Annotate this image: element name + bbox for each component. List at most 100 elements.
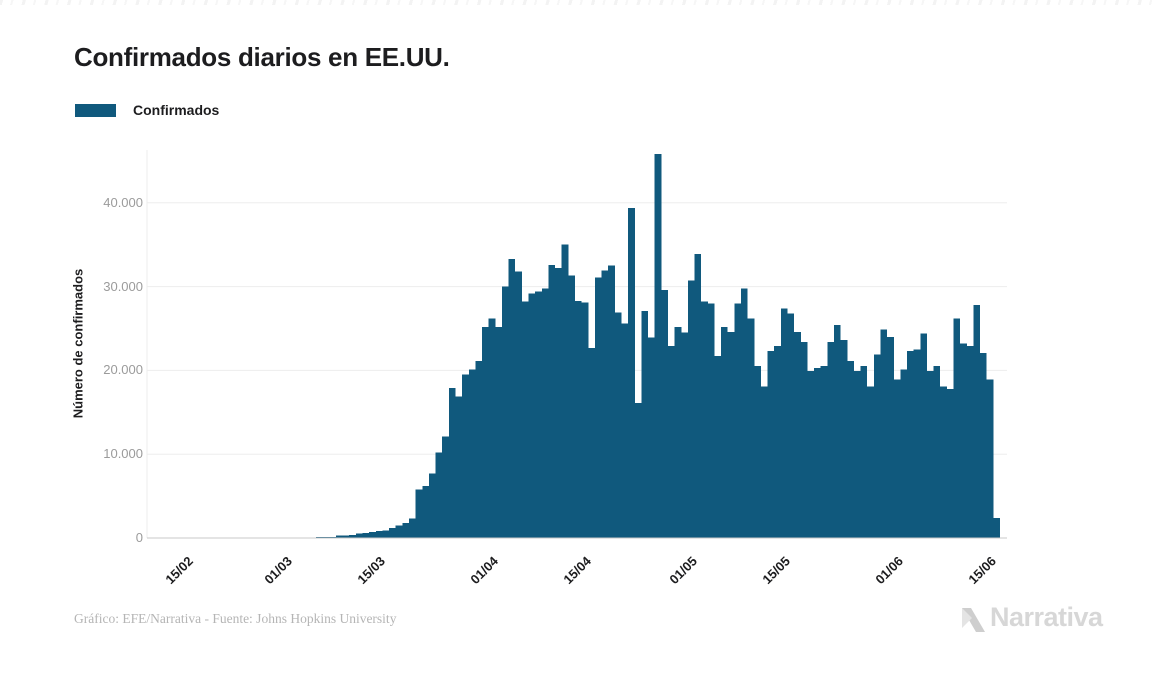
bar: [422, 486, 429, 538]
bar: [681, 332, 688, 538]
bar: [375, 531, 383, 538]
bar: [960, 343, 967, 538]
top-edge-artifact: [0, 0, 1157, 5]
bar: [873, 354, 881, 538]
bar: [488, 318, 496, 538]
bar: [628, 207, 635, 538]
bar: [568, 275, 575, 538]
bar: [946, 388, 954, 538]
source-credit: Gráfico: EFE/Narrativa - Fuente: Johns H…: [74, 611, 397, 626]
bar: [840, 340, 848, 538]
bar: [853, 371, 861, 538]
bar: [747, 318, 755, 538]
y-tick-label: 10.000: [103, 446, 143, 462]
bar: [535, 291, 542, 538]
bar: [814, 367, 821, 538]
bar: [794, 331, 801, 538]
bar: [754, 366, 761, 538]
bar: [800, 341, 808, 538]
bar: [734, 303, 742, 538]
bar: [442, 436, 449, 538]
bar: [907, 351, 914, 538]
bar: [880, 329, 888, 538]
bar: [614, 312, 622, 538]
bar: [860, 366, 868, 538]
bars-series-confirmados: [156, 154, 1000, 539]
bar: [787, 313, 795, 538]
bar: [727, 331, 735, 538]
bar: [495, 326, 502, 538]
bar: [475, 361, 483, 538]
bar: [741, 288, 748, 538]
bar: [369, 531, 376, 538]
bar: [721, 326, 728, 538]
bar: [867, 386, 874, 538]
bar: [986, 379, 994, 538]
chart-title: Confirmados diarios en EE.UU.: [74, 42, 450, 72]
bar: [767, 351, 775, 538]
bar: [701, 301, 708, 538]
bar: [408, 518, 416, 538]
bar: [687, 280, 695, 538]
bar: [900, 369, 908, 538]
bar: [588, 347, 595, 538]
y-axis-title: Número de confirmados: [70, 268, 86, 419]
bar: [601, 270, 609, 538]
narrativa-n-icon: [962, 608, 985, 632]
bar: [707, 303, 715, 538]
bar: [428, 473, 436, 538]
bar: [847, 361, 854, 538]
bar: [674, 326, 682, 538]
bar: [714, 356, 722, 538]
bar: [913, 349, 921, 538]
bar: [355, 533, 363, 538]
bar: [827, 341, 834, 538]
bar: [561, 244, 569, 538]
bar: [462, 374, 469, 538]
bar: [993, 517, 1000, 538]
bar: [933, 366, 941, 538]
bar: [833, 325, 841, 538]
bar: [594, 277, 602, 538]
bar: [581, 302, 589, 538]
bar: [528, 293, 536, 538]
bar: [634, 403, 642, 538]
bar: [694, 253, 702, 539]
bar: [415, 489, 423, 538]
bar: [820, 366, 828, 538]
bar: [575, 300, 582, 538]
bar: [382, 530, 390, 538]
bar: [521, 301, 529, 538]
bar: [389, 527, 396, 538]
axis-lines: [146, 150, 1007, 539]
bar: [508, 258, 516, 538]
bar: [402, 522, 409, 538]
bar: [541, 288, 549, 538]
brand-text: Narrativa: [990, 602, 1103, 632]
bar: [760, 386, 768, 538]
bar: [780, 308, 788, 538]
legend-swatch-confirmados: [75, 104, 116, 117]
bar: [548, 264, 556, 538]
bar: [667, 346, 675, 538]
legend-label: Confirmados: [133, 102, 220, 118]
y-tick-label: 20.000: [103, 362, 143, 378]
bar: [621, 323, 629, 538]
bar: [342, 535, 350, 538]
y-tick-label: 40.000: [103, 194, 143, 210]
bar: [980, 352, 987, 538]
bar: [807, 371, 815, 538]
bar: [335, 535, 343, 538]
bar: [455, 396, 463, 538]
bar: [448, 388, 456, 538]
bar: [966, 346, 974, 538]
bar: [654, 154, 662, 538]
bar: [940, 386, 947, 538]
bar: [893, 379, 901, 538]
bar: [482, 326, 489, 538]
bar: [435, 452, 443, 538]
bar: [608, 265, 615, 538]
bar: [926, 371, 934, 538]
